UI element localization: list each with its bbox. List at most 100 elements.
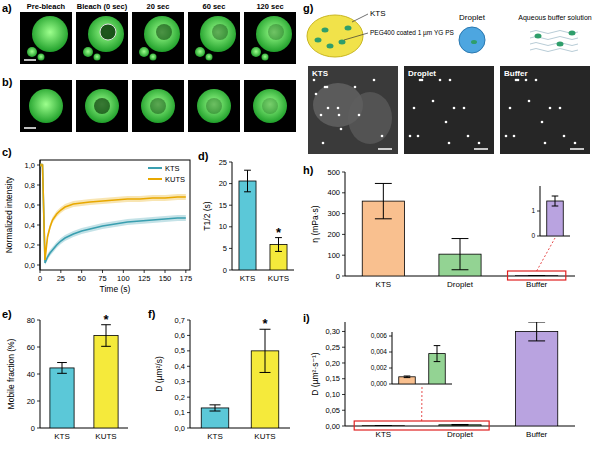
bead [381,135,384,138]
error-stem [265,329,266,372]
bead [358,114,361,117]
y-tick [342,394,345,395]
frame-caption: 120 sec [256,2,283,11]
bead [544,142,547,145]
y-tick-label: 500 [327,168,340,177]
x-tick-label: KTS [240,274,256,283]
bar [516,331,558,426]
x-tick-label: KTS [54,432,70,441]
condensate [29,89,63,123]
y-tick [229,270,232,271]
panel-label: b) [2,76,13,88]
error-cap [528,275,545,276]
condensate [197,89,231,123]
error-stem [106,325,107,347]
droplet [459,27,485,53]
plot-area [50,325,118,428]
y-tick-label: 0,002 [371,364,388,371]
series-line [40,165,186,263]
particle [322,28,329,33]
error-bar [275,238,282,252]
x-axis-label: Time (s) [100,284,131,294]
y-axis [392,332,393,384]
y-tick [229,248,232,249]
frame-caption: 60 sec [203,2,226,11]
x-tick [165,270,166,273]
y-tick-label: 0,20 [325,359,340,368]
error-cap [275,251,282,252]
pointer [344,33,368,40]
y-tick-label: 300 [327,209,340,218]
error-stem [247,170,248,192]
condensate [83,47,93,57]
y-tick [187,366,190,367]
error-bar [375,425,392,426]
y-tick [342,234,345,235]
condensate [150,54,157,61]
bleach-spot [100,24,116,40]
bead [574,142,577,145]
y-tick-label: 5 [223,244,227,253]
figure: a)b)Pre-bleachBleach (0 sec)20 sec60 sec… [0,0,600,455]
error-cap [552,206,559,207]
particle [315,38,322,43]
y-tick-label: 25 [219,158,227,167]
y-tick-label: 200 [327,230,340,239]
bead [313,79,316,82]
micrograph [188,80,240,132]
error-cap [528,322,545,323]
y-tick [342,213,345,214]
significance: * [262,316,268,331]
micrograph [188,12,240,64]
error-bar [260,329,271,372]
x-tick-label: 75 [98,274,106,283]
y-tick [342,331,345,332]
x-tick [185,270,186,273]
error-cap [404,377,411,378]
error-stem [536,322,537,341]
bead [528,100,531,103]
micrograph [500,66,590,154]
y-tick [389,336,392,337]
bar [362,425,404,426]
bead [337,107,340,110]
blob [348,92,392,144]
y-tick [342,347,345,348]
bead [513,135,516,138]
bead [453,107,456,110]
error-bar [404,376,411,378]
zoom-connector [421,386,422,421]
water [530,49,578,52]
y-tick-label: 0,4 [175,362,185,371]
particle [569,31,576,36]
y-tick [187,397,190,398]
y-tick [342,192,345,193]
error-cap [404,376,411,377]
y-tick [389,368,392,369]
x-tick [102,270,103,273]
condensate [256,16,292,52]
y-tick-label: 0,8 [25,181,35,190]
error-bar [434,346,441,362]
diagram-label: Aqueous buffer solution [518,14,592,22]
condensate [206,54,213,61]
bead [373,79,376,82]
panel-label: g) [303,2,314,14]
y-tick [342,172,345,173]
y-tick-label: 0,0 [175,424,185,433]
y-tick-label: 40 [27,370,35,379]
bead [515,79,518,82]
y-tick [537,211,540,212]
frame-caption: Pre-bleach [27,2,66,11]
inset-bar [399,377,416,384]
bead [445,121,448,124]
y-tick-label: 80 [27,316,35,325]
x-tick [81,270,82,273]
y-tick-label: 0,006 [371,332,388,339]
y-tick [229,205,232,206]
bead [413,107,416,110]
bead [563,135,566,138]
bead [432,100,435,103]
scale-bar [570,148,584,150]
x-tick-label: KUTS [268,274,289,283]
